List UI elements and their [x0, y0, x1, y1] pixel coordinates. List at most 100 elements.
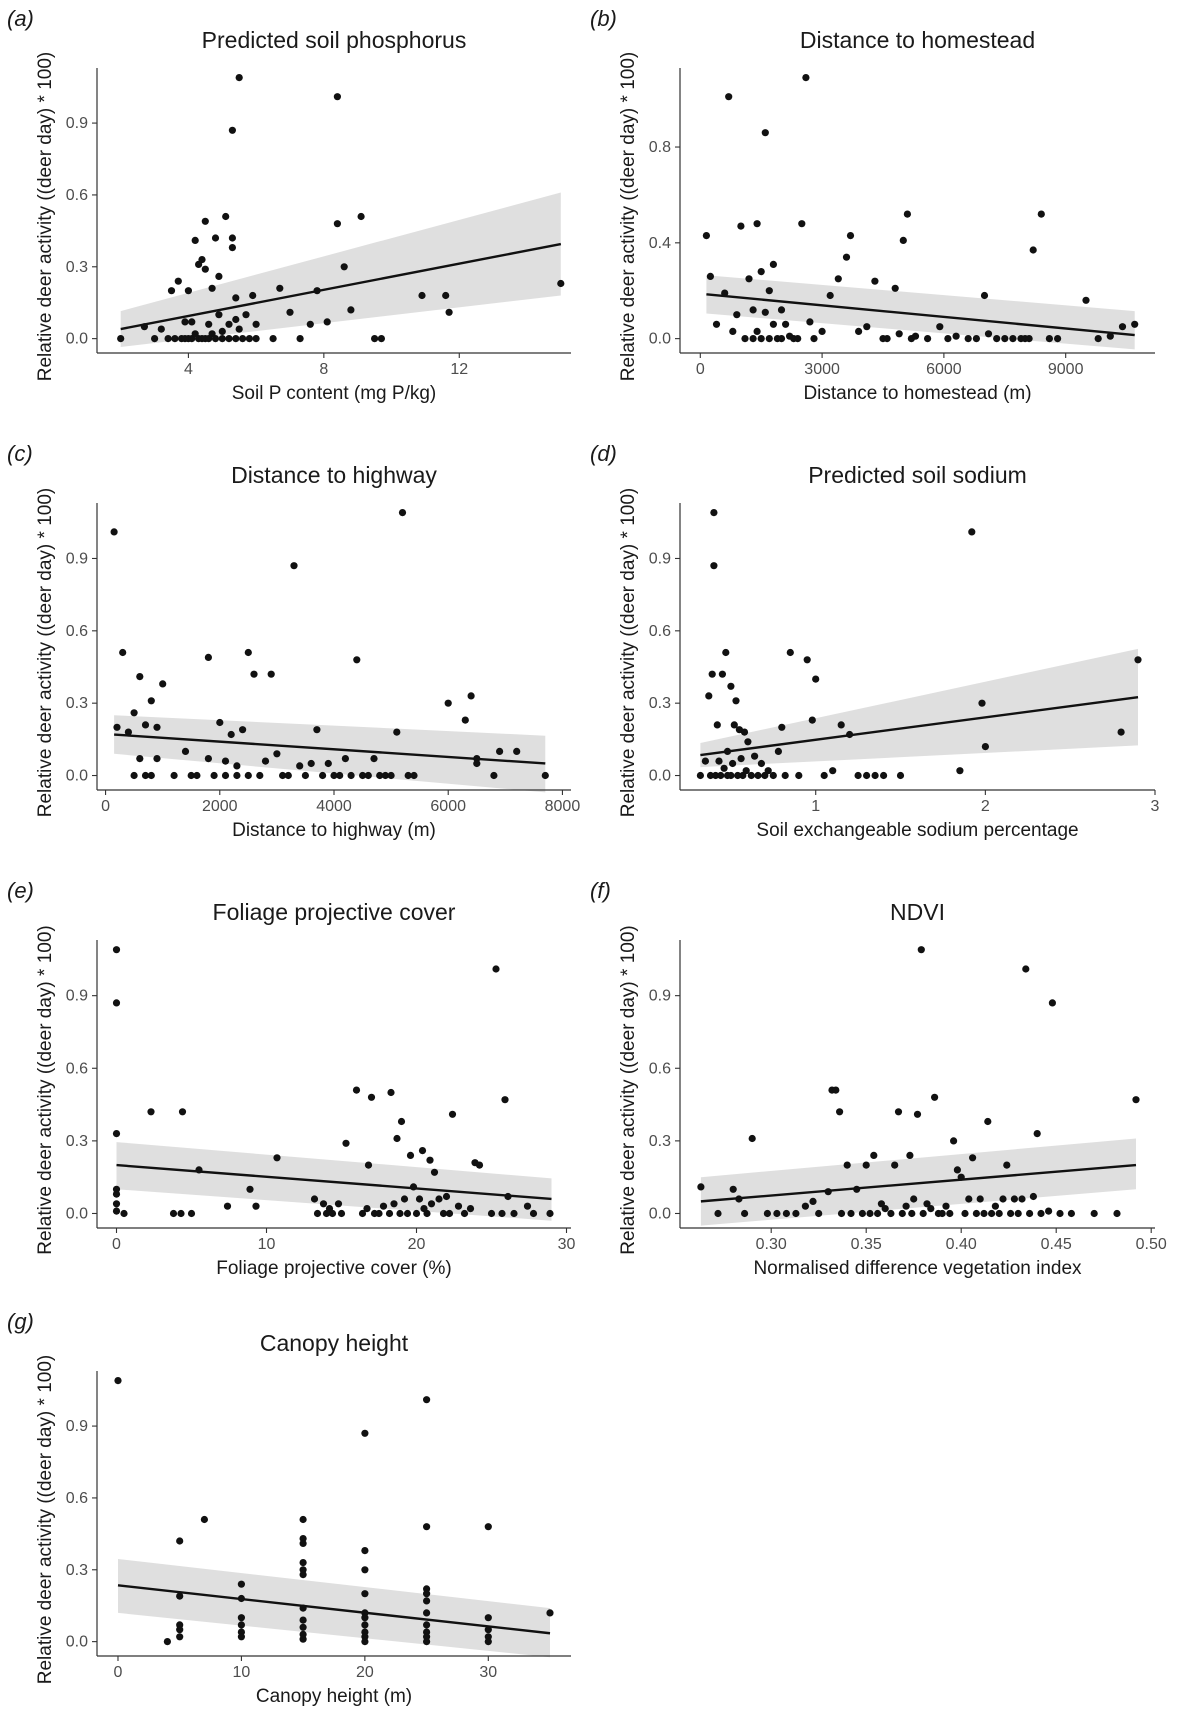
y-tick-label: 0.6 [66, 187, 88, 204]
data-point [854, 771, 862, 780]
data-point [237, 1580, 245, 1588]
data-point [273, 750, 281, 758]
data-point [732, 697, 740, 705]
data-point [136, 755, 144, 763]
data-point [423, 1621, 431, 1629]
chart-title: Predicted soil sodium [808, 462, 1027, 488]
data-point [299, 1515, 307, 1524]
data-point [171, 335, 179, 343]
data-point [445, 1209, 454, 1218]
data-point [706, 272, 715, 280]
y-tick-label: 0.0 [66, 331, 88, 348]
data-point [964, 335, 972, 343]
data-point [980, 291, 989, 300]
data-point [862, 1161, 870, 1169]
data-point [319, 1200, 328, 1208]
data-point [741, 1209, 749, 1218]
data-point [181, 318, 189, 326]
data-point [163, 1638, 171, 1646]
data-point [701, 757, 710, 765]
x-tick-label: 3 [1151, 798, 1160, 815]
chart-title: Foliage projective cover [213, 899, 456, 925]
data-point [444, 699, 452, 707]
data-point [1054, 335, 1062, 343]
data-point [475, 1161, 484, 1169]
data-point [215, 272, 223, 280]
x-tick-label: 30 [479, 1664, 497, 1681]
data-point [361, 1566, 369, 1574]
data-point [729, 327, 737, 335]
data-point [218, 335, 226, 343]
data-point [323, 318, 331, 326]
data-point [1056, 1209, 1064, 1218]
data-point [917, 946, 925, 954]
data-point [717, 771, 725, 780]
data-point [529, 1209, 538, 1218]
data-point [490, 771, 498, 780]
data-point [299, 1635, 307, 1643]
data-point [112, 946, 121, 954]
x-tick-label: 6000 [430, 798, 466, 815]
chart-panel-g: (g) Canopy height 0 10 20 30 0.0 0.3 0.6 0.9 Canop… [7, 1309, 571, 1707]
data-point [1048, 999, 1056, 1007]
data-point [1132, 1096, 1140, 1104]
data-point [842, 253, 851, 261]
data-point [713, 721, 721, 729]
data-point [546, 1609, 554, 1617]
data-point [993, 335, 1001, 343]
data-point [492, 965, 500, 973]
data-point [906, 1151, 914, 1159]
data-point [361, 1547, 369, 1555]
data-point [1067, 1209, 1075, 1218]
data-point [858, 1209, 867, 1218]
data-point [1029, 246, 1037, 254]
data-point [284, 771, 292, 780]
data-point [871, 277, 879, 285]
data-point [895, 330, 903, 338]
data-point [232, 335, 240, 343]
data-point [242, 311, 250, 319]
data-point [988, 1209, 996, 1218]
data-point [352, 1086, 361, 1094]
data-point [246, 1185, 254, 1193]
data-point [397, 1117, 406, 1126]
x-axis-label: Distance to homestead (m) [803, 383, 1031, 404]
data-point [1037, 1209, 1045, 1218]
data-point [330, 771, 338, 780]
data-point [546, 1209, 554, 1218]
data-point [361, 1429, 369, 1437]
data-point [426, 1156, 434, 1164]
chart-panel-b: (b) Distance to homestead 0 3000 6000 9000 0.0… [590, 6, 1155, 404]
data-point [913, 1110, 922, 1118]
data-point [765, 335, 773, 343]
data-point [371, 335, 379, 343]
data-point [1003, 1161, 1011, 1169]
data-point [942, 1202, 950, 1210]
data-point [250, 670, 258, 678]
data-point [1118, 323, 1127, 331]
y-axis-label: Relative deer activity ((deer day) * 100… [618, 925, 639, 1254]
data-point [1082, 296, 1090, 304]
data-point [112, 1130, 121, 1138]
data-point [843, 1161, 851, 1169]
data-point [370, 755, 378, 763]
data-point [361, 1614, 369, 1622]
data-point [313, 726, 321, 734]
x-tick-label: 0.30 [756, 1236, 787, 1253]
data-point [296, 762, 304, 770]
data-point [415, 1195, 424, 1203]
data-point [157, 325, 165, 333]
data-point [216, 718, 224, 727]
regression-line [117, 1584, 551, 1635]
data-point [299, 1571, 307, 1579]
data-point [501, 1096, 509, 1104]
y-tick-label: 0.9 [66, 1418, 88, 1435]
y-tick-label: 0.9 [649, 550, 671, 567]
x-tick-label: 10 [233, 1664, 251, 1681]
data-point [812, 675, 820, 683]
data-point [908, 1209, 916, 1218]
x-tick-label: 8000 [545, 798, 581, 815]
data-point [808, 716, 816, 724]
data-point [740, 728, 749, 736]
data-point [393, 728, 401, 736]
